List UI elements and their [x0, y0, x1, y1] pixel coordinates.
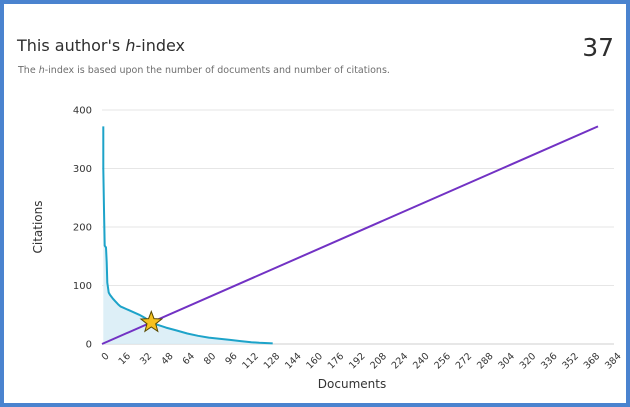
h-index-diagonal-line: [101, 125, 599, 345]
x-tick-label: 160: [304, 351, 325, 372]
x-tick-label: 288: [475, 351, 496, 372]
card-title: This author's h-index: [17, 37, 185, 55]
x-tick-label: 144: [283, 351, 304, 372]
title-h: h: [125, 36, 136, 55]
x-tick-label: 304: [496, 351, 517, 372]
subtitle-suffix: -index is based upon the number of docum…: [44, 65, 390, 76]
x-tick-label: 272: [454, 351, 475, 372]
x-tick-label: 16: [117, 351, 133, 367]
subtitle-prefix: The: [18, 65, 39, 76]
subtitle-h: h: [38, 65, 45, 76]
x-tick-label: 0: [100, 351, 112, 363]
x-tick-label: 336: [539, 351, 560, 372]
title-suffix: -index: [135, 36, 186, 55]
x-tick-label: 224: [390, 351, 411, 372]
x-tick-label: 320: [518, 351, 539, 372]
x-tick-labels: 0 16 32 48 64 80 96 112 128 144 160 176 192 208 224 240…: [100, 351, 624, 372]
citations-area: [103, 126, 273, 345]
x-tick-label: 48: [159, 351, 175, 367]
x-tick-label: 128: [262, 351, 283, 372]
x-tick-label: 208: [368, 351, 389, 372]
h-index-value: 37: [582, 33, 614, 62]
y-tick-label: 0: [86, 340, 92, 351]
title-prefix: This author's: [17, 36, 126, 55]
x-tick-label: 96: [223, 351, 239, 367]
grid-lines: [102, 109, 614, 345]
x-tick-label: 112: [240, 351, 261, 372]
y-tick-label: 100: [73, 281, 92, 292]
y-tick-label: 400: [73, 106, 92, 117]
x-tick-label: 256: [432, 351, 453, 372]
x-tick-label: 368: [582, 351, 603, 372]
x-tick-label: 240: [411, 351, 432, 372]
card-subtitle: The h-index is based upon the number of …: [18, 65, 390, 77]
x-tick-label: 192: [347, 351, 368, 372]
y-tick-labels: 0 100 200 300 400: [73, 106, 92, 351]
x-tick-label: 64: [181, 351, 197, 367]
y-axis-label: Citations: [31, 200, 45, 253]
x-axis-label: Documents: [318, 377, 386, 391]
y-tick-label: 200: [73, 223, 92, 234]
x-tick-label: 384: [603, 351, 624, 372]
x-tick-label: 176: [326, 351, 347, 372]
x-tick-label: 32: [138, 351, 154, 367]
x-tick-label: 80: [202, 351, 218, 367]
h-index-star-icon[interactable]: [139, 309, 164, 333]
citations-line: [102, 126, 273, 345]
x-tick-label: 352: [560, 351, 581, 372]
y-tick-label: 300: [73, 164, 92, 175]
